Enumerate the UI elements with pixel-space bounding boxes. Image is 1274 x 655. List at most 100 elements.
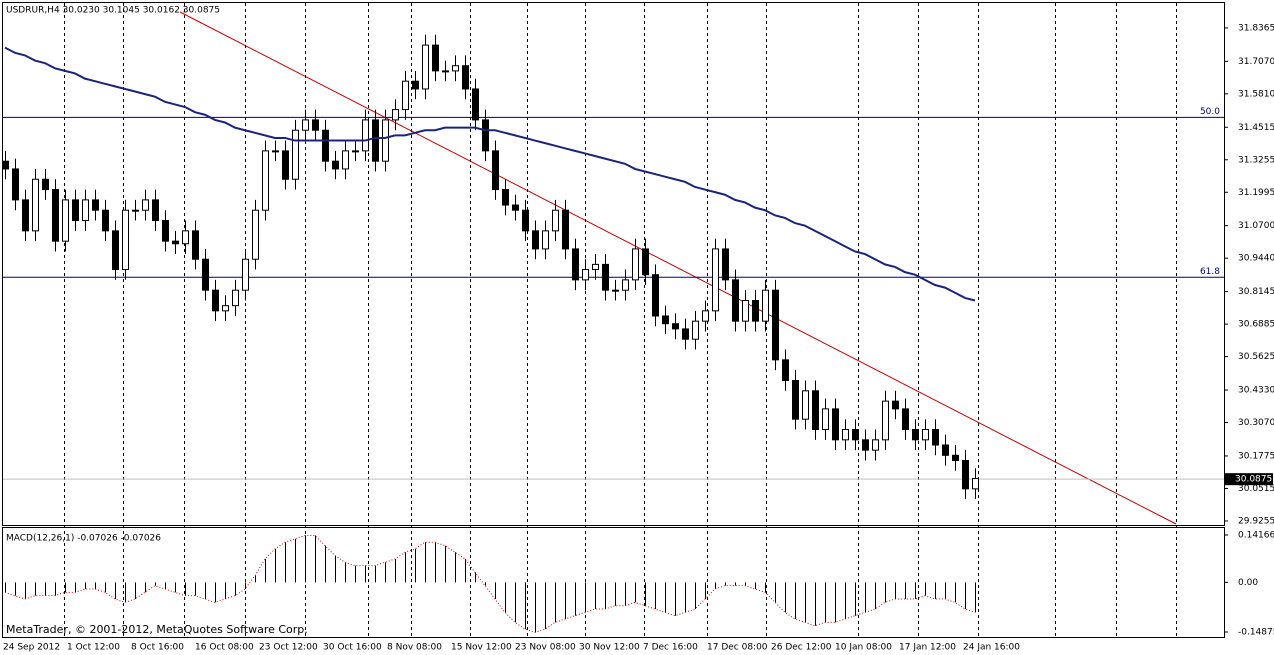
y-tick-label: 31.0700 — [1238, 221, 1274, 231]
candle-body — [632, 248, 639, 281]
y-tick-label: 31.8365 — [1238, 23, 1274, 33]
candle-body — [762, 289, 769, 322]
candle-body — [182, 230, 189, 245]
candle-body — [42, 178, 49, 191]
y-tick-label: 30.0515 — [1238, 484, 1274, 494]
candle-body — [472, 88, 479, 121]
y-tick-label: 30.4330 — [1238, 386, 1274, 396]
candle-body — [892, 400, 899, 410]
candle-body — [502, 189, 509, 206]
candle-body — [332, 160, 339, 170]
candle-body — [582, 269, 589, 281]
candle-body — [172, 240, 179, 245]
candle-body — [792, 379, 799, 420]
candle-body — [62, 199, 69, 242]
candle-body — [932, 429, 939, 446]
moving-average — [4, 46, 976, 302]
candle-body — [542, 230, 549, 250]
candle-body — [132, 209, 139, 212]
x-tick-label: 24 Jan 16:00 — [963, 643, 1020, 653]
x-tick-label: 1 Oct 12:00 — [67, 643, 120, 653]
x-tick-label: 30 Oct 16:00 — [323, 643, 382, 653]
trendline — [179, 11, 1177, 525]
candle-body — [22, 199, 29, 232]
candle-body — [962, 459, 969, 490]
x-tick-label: 8 Nov 08:00 — [387, 643, 442, 653]
candle-body — [772, 289, 779, 361]
x-tick-label: 10 Jan 08:00 — [835, 643, 892, 653]
candle-body — [72, 199, 79, 222]
x-tick-label: 16 Oct 08:00 — [195, 643, 254, 653]
y-tick-label: 30.1775 — [1238, 451, 1274, 461]
candle-body — [292, 129, 299, 180]
candle-body — [712, 248, 719, 312]
candle-body — [82, 199, 89, 222]
candle-body — [902, 408, 909, 431]
candle-body — [812, 390, 819, 431]
y-tick-label: 31.3255 — [1238, 155, 1274, 165]
candle-body — [442, 70, 449, 73]
x-tick-label: 7 Dec 16:00 — [643, 643, 698, 653]
candle-body — [242, 258, 249, 291]
y-tick-label: 29.9255 — [1238, 516, 1274, 526]
candle-body — [462, 65, 469, 90]
candle-body — [512, 204, 519, 211]
candle-body — [552, 209, 559, 232]
fib-label: 61.8 — [1200, 267, 1220, 277]
candle-body — [742, 300, 749, 322]
macd-signal — [4, 535, 976, 633]
period-separators — [64, 3, 1177, 637]
candle-body — [362, 119, 369, 152]
candle-body — [212, 289, 219, 312]
candle-body — [282, 150, 289, 180]
y-tick-label: 31.7070 — [1238, 57, 1274, 67]
x-tick-label: 15 Nov 12:00 — [451, 643, 512, 653]
y-tick-label: 30.3070 — [1238, 418, 1274, 428]
candle-body — [302, 119, 309, 131]
footer: MetaTrader, © 2001-2012, MetaQuotes Soft… — [6, 623, 308, 636]
candle-body — [152, 199, 159, 222]
candle-body — [2, 160, 9, 170]
candle-body — [432, 44, 439, 72]
candle-body — [922, 429, 929, 441]
candle-body — [192, 230, 199, 260]
candle-body — [832, 408, 839, 441]
candle-body — [312, 119, 319, 131]
candle-body — [562, 209, 569, 250]
x-tick-label: 30 Nov 12:00 — [579, 643, 640, 653]
chart-title: USDRUR,H4 30.0230 30.1045 30.0162 30.087… — [6, 6, 220, 16]
candle-body — [802, 390, 809, 420]
candle-body — [722, 248, 729, 281]
candle-body — [662, 315, 669, 325]
price-label-bg — [1225, 473, 1273, 486]
candle-body — [682, 328, 689, 340]
candle-body — [262, 150, 269, 211]
candle-body — [382, 119, 389, 162]
y-tick-label: 30.6885 — [1238, 320, 1274, 330]
candle-body — [522, 209, 529, 232]
candle-body — [872, 439, 879, 451]
candle-body — [692, 320, 699, 340]
candle-body — [862, 439, 869, 451]
candle-body — [112, 230, 119, 271]
candle-body — [492, 150, 499, 191]
candle-body — [702, 310, 709, 322]
candle-body — [322, 129, 329, 162]
macd-title: MACD(12,26,1) -0.07026 -0.07026 — [6, 534, 161, 544]
candle-body — [142, 199, 149, 211]
x-tick-label: 23 Nov 08:00 — [515, 643, 576, 653]
candle-body — [222, 305, 229, 312]
candle-body — [732, 279, 739, 322]
x-tick-label: 8 Oct 16:00 — [131, 643, 184, 653]
candle-body — [272, 150, 279, 153]
candle-body — [882, 400, 889, 441]
candle-body — [612, 289, 619, 292]
candle-body — [202, 258, 209, 291]
candle-body — [372, 119, 379, 162]
candle-body — [12, 168, 19, 201]
candle-body — [532, 230, 539, 250]
candle-body — [52, 189, 59, 242]
